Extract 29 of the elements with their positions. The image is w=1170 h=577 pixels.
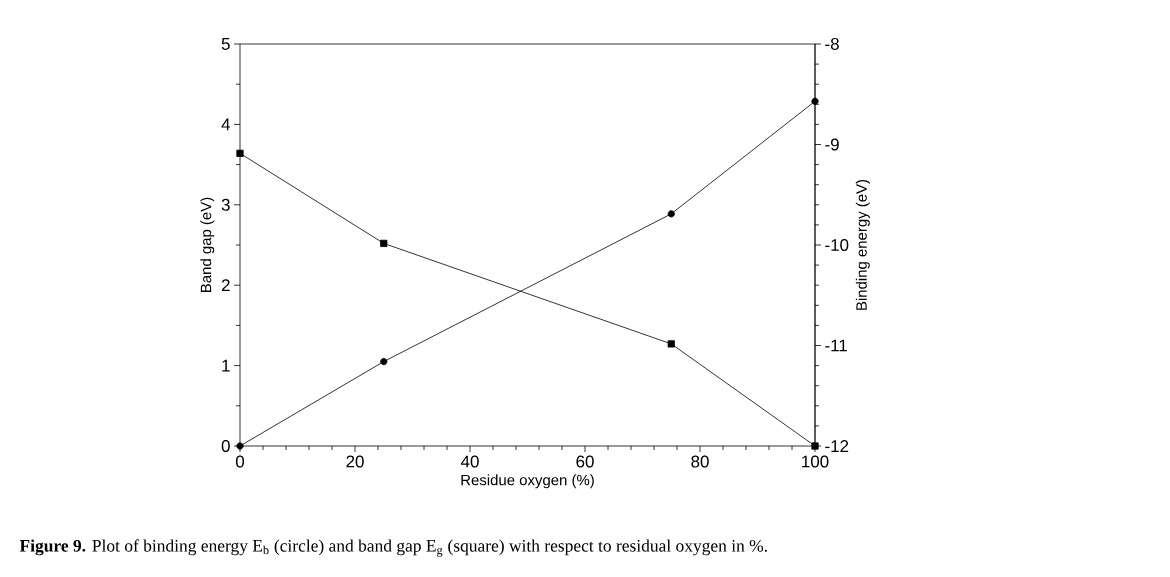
y-axis-title: Band gap (eV): [200, 197, 215, 292]
y-tick-label: 4: [221, 118, 230, 131]
point: [667, 210, 675, 218]
x-tick-label: 40: [460, 455, 479, 468]
y2-tick-label: -12: [825, 440, 849, 452]
y2-tick-label: -10: [825, 239, 849, 251]
x-axis-title: Residue oxygen (%): [461, 474, 594, 489]
point: [811, 97, 819, 105]
y-tick-label: 0: [221, 440, 230, 452]
y2-tick-label: -11: [825, 339, 847, 352]
x-tick-label: 0: [235, 455, 245, 468]
x-tick-label: 20: [346, 455, 364, 468]
point: [380, 239, 388, 247]
y-tick-label: 3: [221, 198, 230, 211]
y-tick-label: 1: [222, 359, 230, 372]
point: [811, 442, 819, 450]
y-tick-label: 2: [221, 279, 230, 292]
y2-tick-label: -9: [825, 138, 839, 151]
point: [236, 442, 244, 450]
y-tick-label: 5: [221, 38, 230, 50]
x-tick-label: 60: [576, 455, 594, 468]
y2-tick-label: -8: [825, 38, 839, 50]
point: [380, 357, 388, 366]
text: Figure 9. Plot of binding energy E$_{b}$ (circle) and band gap E$_{g}$ (square) with respect to residual oxygen in %.: [19, 539, 767, 557]
y2-axis-title: Binding energy (eV): [855, 179, 870, 310]
point: [667, 340, 675, 348]
point: [236, 149, 244, 157]
x-tick-label: 80: [691, 455, 709, 468]
x-tick-label: 100: [802, 455, 829, 468]
